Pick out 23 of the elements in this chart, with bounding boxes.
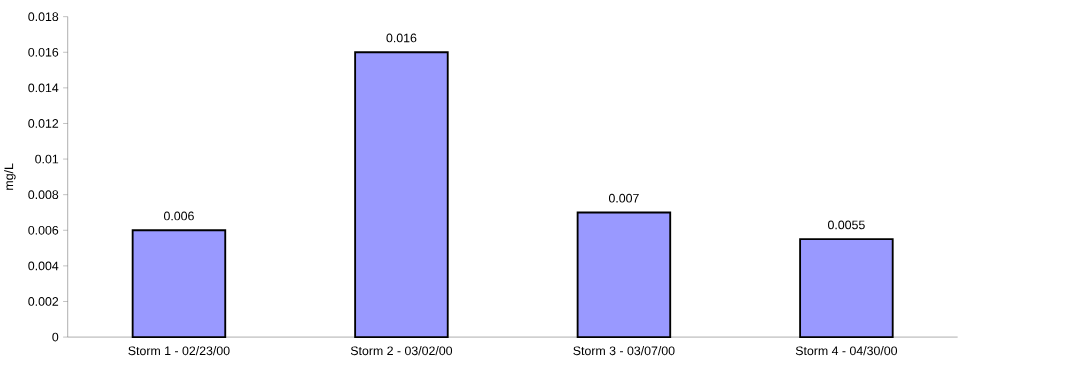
bar bbox=[799, 238, 894, 338]
y-tick-label: 0.01 bbox=[35, 154, 59, 164]
y-tick-label: 0.018 bbox=[28, 12, 59, 21]
x-tick-label: Storm 2 - 03/02/00 bbox=[350, 346, 453, 356]
y-axis-title: mg/L bbox=[4, 163, 16, 190]
y-tick-label: 0.014 bbox=[28, 83, 59, 93]
x-tick-label: Storm 3 - 03/07/00 bbox=[573, 346, 675, 356]
y-tick-label: 0.004 bbox=[28, 261, 59, 271]
y-tick-label: 0.002 bbox=[28, 297, 59, 306]
y-tick-label: 0.006 bbox=[28, 225, 59, 235]
data-label: 0.016 bbox=[386, 33, 417, 43]
y-tick-label: 0.016 bbox=[28, 47, 59, 57]
y-tick-label: 0.008 bbox=[28, 190, 59, 199]
y-tick-label: 0.012 bbox=[28, 119, 59, 128]
bar bbox=[576, 211, 672, 338]
data-label: 0.007 bbox=[608, 193, 639, 203]
data-label: 0.006 bbox=[163, 211, 194, 221]
bar bbox=[354, 51, 449, 338]
data-label: 0.0055 bbox=[828, 220, 865, 230]
x-tick-label: Storm 1 - 02/23/00 bbox=[128, 346, 230, 356]
x-tick-label: Storm 4 - 04/30/00 bbox=[795, 346, 898, 356]
bar bbox=[131, 229, 227, 338]
y-tick-label: 0 bbox=[52, 332, 59, 342]
